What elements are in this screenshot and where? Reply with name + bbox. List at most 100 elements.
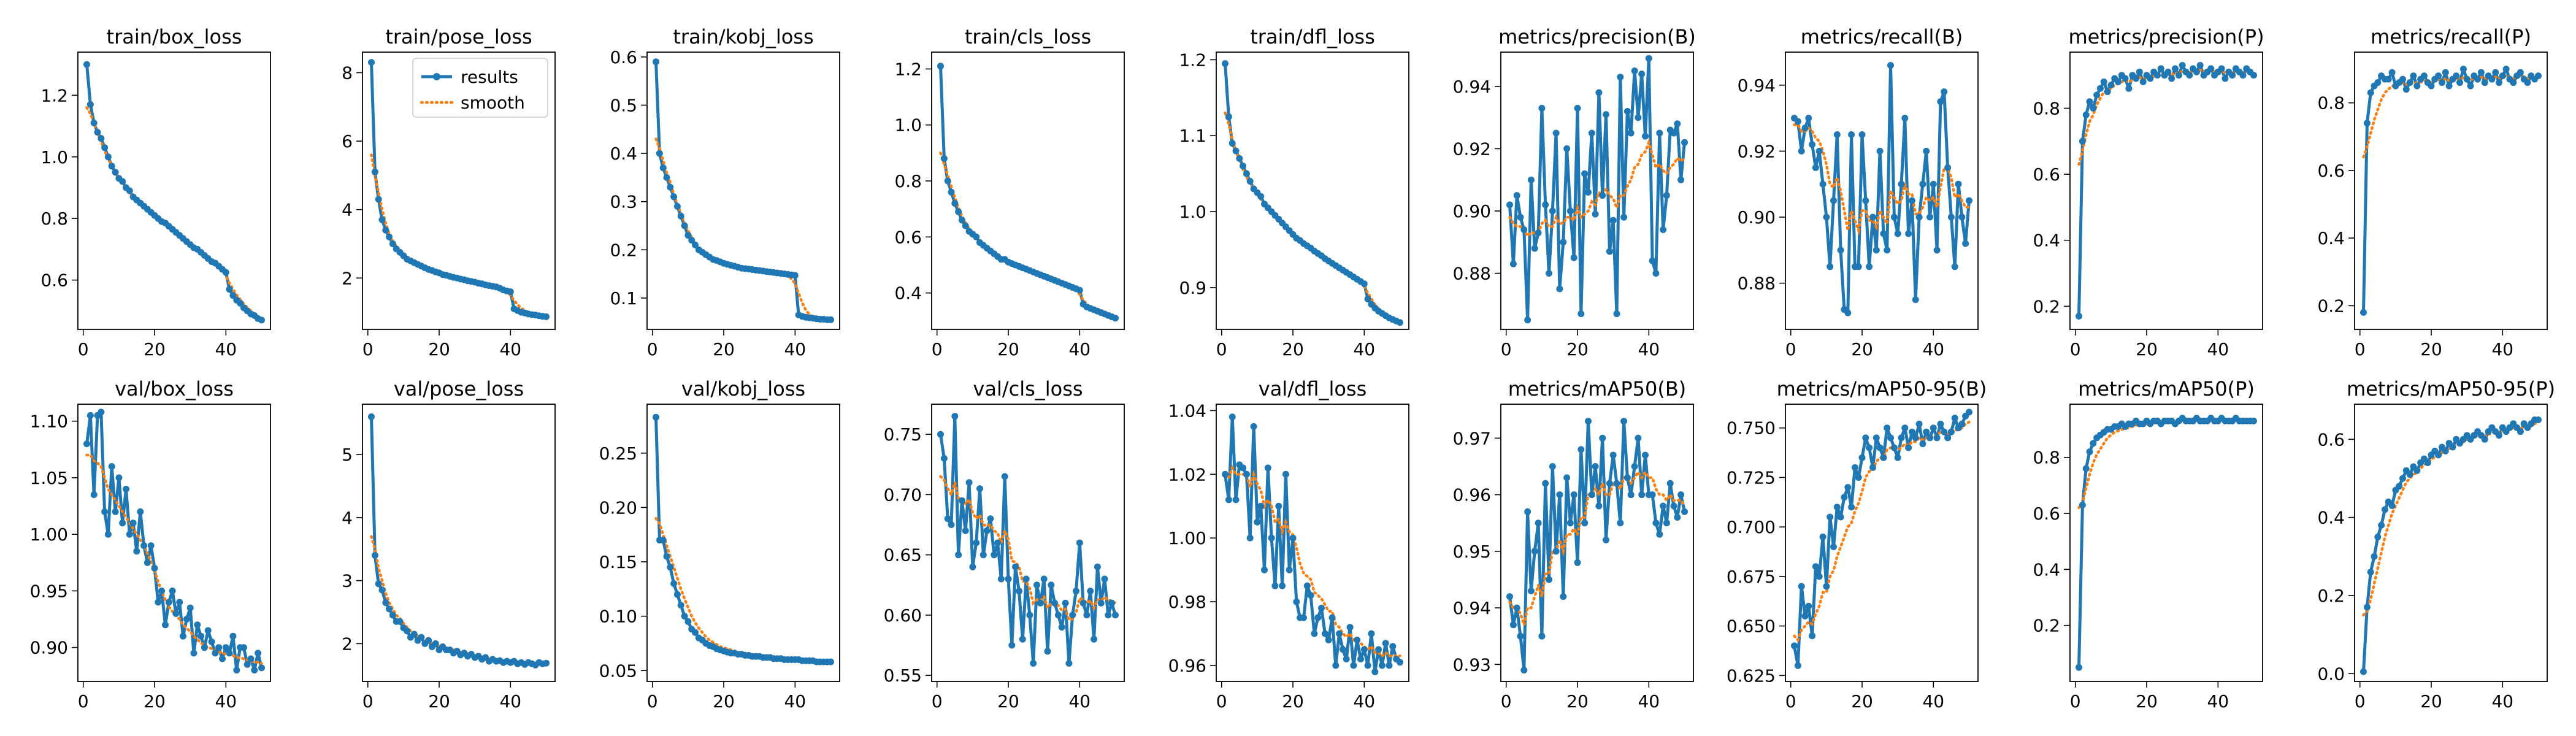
- y-tick-label: 0.650: [1727, 616, 1776, 637]
- results-line: [1224, 415, 1401, 673]
- x-tick-label: 40: [1922, 339, 1944, 359]
- results-point: [979, 551, 987, 559]
- results-point: [1801, 613, 1809, 619]
- x-tick-label: 0: [362, 339, 374, 359]
- subplot-title: val/kobj_loss: [681, 377, 805, 401]
- y-tick-label: 3: [342, 571, 353, 591]
- results-point: [1876, 444, 1884, 451]
- plot-area: [2076, 415, 2257, 671]
- results-point: [1016, 588, 1022, 595]
- y-tick-label: 1.0: [894, 115, 922, 136]
- results-point: [1617, 74, 1624, 81]
- results-point: [1079, 599, 1087, 607]
- results-point: [2492, 69, 2499, 76]
- results-point: [1681, 508, 1688, 515]
- results-point: [1606, 480, 1613, 487]
- subplot-title: metrics/mAP50-95(B): [1777, 377, 1987, 401]
- axes-frame: [931, 404, 1125, 682]
- results-point: [1549, 207, 1556, 215]
- results-point: [1919, 440, 1926, 448]
- x-tick-label: 40: [784, 691, 806, 711]
- plot-area: [368, 59, 550, 320]
- results-point: [2453, 72, 2460, 80]
- x-tick-label: 20: [713, 339, 735, 359]
- results-point: [1105, 611, 1112, 619]
- results-point: [1371, 668, 1379, 675]
- x-tick-label: 40: [1922, 691, 1944, 711]
- smooth-line: [85, 453, 263, 665]
- y-tick-label: 0.6: [2317, 161, 2345, 181]
- y-tick-label: 0.700: [1727, 517, 1776, 537]
- results-point: [1652, 519, 1660, 527]
- results-point: [2139, 78, 2147, 85]
- results-point: [2424, 459, 2431, 466]
- results-point: [659, 164, 667, 172]
- results-point: [1919, 180, 1926, 188]
- x-tick-label: 40: [2207, 339, 2229, 359]
- results-point: [90, 491, 98, 499]
- subplot-7: metrics/recall(B) 0 20 40 0.88 0.90 0.92 0.94: [1738, 25, 1979, 359]
- results-point: [1517, 632, 1524, 640]
- subplot-5: train/dfl_loss 0 20 40 0.9 1.0 1.1 1.2: [1179, 25, 1409, 359]
- results-point: [1848, 504, 1855, 511]
- subplot-1: train/box_loss 0 20 40 0.6 0.8 1.0 1.2: [40, 25, 271, 359]
- results-point: [418, 634, 425, 641]
- results-point: [940, 454, 948, 462]
- results-point: [1652, 270, 1660, 277]
- results-point: [94, 129, 101, 136]
- results-point: [1243, 470, 1250, 478]
- results-point: [1631, 463, 1638, 470]
- results-point: [1599, 192, 1606, 199]
- results-point: [937, 63, 944, 70]
- x-tick-label: 20: [1851, 691, 1873, 711]
- results-point: [1674, 514, 1681, 521]
- results-point: [1837, 247, 1844, 254]
- results-point: [1246, 178, 1254, 185]
- results-point: [2524, 79, 2531, 86]
- plot-area: [1506, 55, 1688, 324]
- results-point: [2413, 82, 2421, 90]
- legend-results-label: results: [461, 67, 518, 87]
- subplot-title: val/cls_loss: [973, 377, 1083, 401]
- results-point: [1663, 519, 1670, 527]
- results-point: [1229, 140, 1236, 147]
- results-point: [1830, 197, 1837, 204]
- results-point: [1966, 408, 1972, 416]
- results-point: [1382, 640, 1389, 647]
- results-point: [1844, 484, 1852, 491]
- results-point: [112, 508, 119, 515]
- results-point: [1108, 599, 1116, 607]
- subplot-title: val/dfl_loss: [1259, 377, 1367, 401]
- results-point: [229, 632, 237, 640]
- x-tick-label: 40: [499, 691, 521, 711]
- results-point: [2363, 120, 2371, 127]
- results-point: [2363, 604, 2371, 611]
- results-point: [1101, 575, 1108, 583]
- results-point: [684, 618, 692, 625]
- results-point: [994, 539, 1002, 546]
- subplot-title: train/dfl_loss: [1250, 25, 1375, 48]
- x-tick-label: 0: [647, 339, 658, 359]
- plot-area: [937, 413, 1119, 667]
- results-point: [2535, 72, 2542, 80]
- results-point: [969, 563, 976, 570]
- y-tick-label: 0.90: [30, 638, 68, 658]
- results-point: [791, 272, 799, 279]
- results-point: [1268, 534, 1275, 542]
- results-point: [2428, 82, 2435, 90]
- results-point: [1649, 491, 1656, 499]
- results-point: [2481, 435, 2488, 443]
- y-tick-label: 0.90: [1738, 207, 1776, 228]
- y-tick-label: 0.98: [1168, 592, 1206, 612]
- results-point: [543, 313, 550, 320]
- results-point: [1257, 193, 1265, 200]
- x-tick-label: 0: [78, 339, 89, 359]
- results-point: [1642, 132, 1649, 140]
- results-point: [2449, 443, 2456, 451]
- results-point: [1112, 315, 1119, 322]
- results-point: [180, 632, 186, 640]
- results-point: [258, 316, 265, 324]
- results-point: [1876, 147, 1884, 155]
- results-point: [1609, 451, 1617, 459]
